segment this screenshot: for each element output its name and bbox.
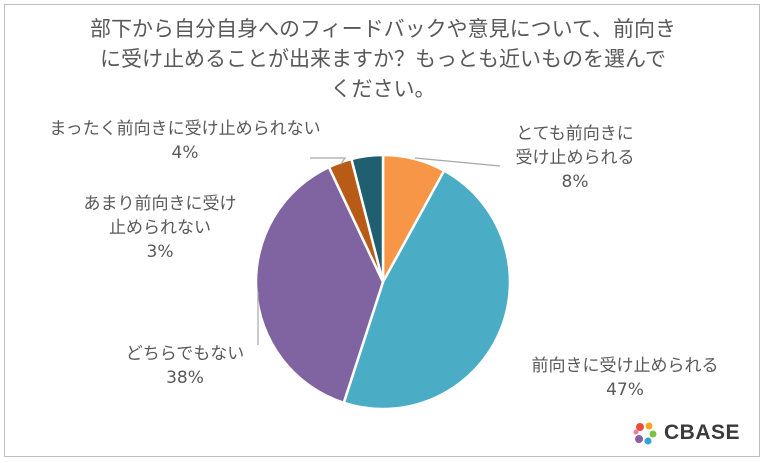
slice-label-text: 止められない [109,218,211,238]
slice-label-not-very-positive: あまり前向きに受け 止められない 3% [70,192,250,264]
leader-line-very-positive [414,157,501,167]
slice-label-text: まったく前向きに受け止められない [49,119,321,139]
pie-slices [254,153,512,411]
leader-lines [257,157,501,345]
slice-label-text: とても前向きに [516,124,634,144]
cbase-logo-icon [633,422,657,445]
slice-label-text: 前向きに受け止められる [531,356,719,376]
chart-title: 部下から自分自身へのフィードバックや意見について、前向き に受け止めることが出来… [60,14,706,104]
slice-label-text: どちらでもない [125,344,245,364]
cbase-logo: CBASE [632,418,740,448]
slice-percent: 38% [166,368,204,388]
slice-label-positive: 前向きに受け止められる 47% [520,354,730,402]
pie-slice [342,169,512,411]
title-line: 部下から自分自身へのフィードバックや意見について、前向き [90,17,676,41]
slice-percent: 47% [606,380,644,400]
slice-percent: 8% [561,172,589,192]
pie-slice [349,153,385,283]
slice-label-neutral: どちらでもない 38% [110,342,260,390]
title-line: に受け止めることが出来ますか？もっとも近いものを選んで [100,47,666,71]
slice-label-text: あまり前向きに受け [83,194,237,214]
cbase-logo-text: CBASE [664,421,741,444]
slice-label-not-positive-at-all: まったく前向きに受け止められない 4% [20,117,350,165]
leader-line-not-positive-at-all [310,157,347,165]
slice-label-very-positive: とても前向きに 受け止められる 8% [500,122,650,194]
pie-slice [254,165,385,405]
slice-percent: 3% [146,242,174,262]
slice-label-text: 受け止められる [515,148,635,168]
title-line: ください。 [330,77,436,101]
slice-percent: 4% [171,143,199,163]
